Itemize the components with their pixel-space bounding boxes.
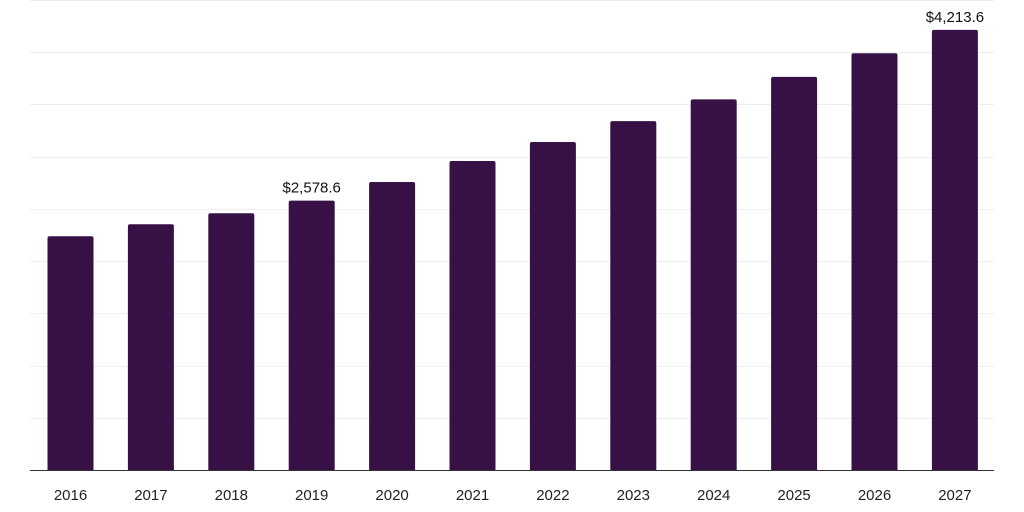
x-tick-label: 2024 (697, 487, 730, 504)
x-tick-label: 2018 (215, 487, 248, 504)
x-tick-label: 2022 (536, 487, 569, 504)
x-tick-label: 2020 (375, 487, 408, 504)
data-labels: $2,578.6 $4,213.6 (283, 9, 985, 197)
data-label: $2,578.6 (283, 180, 341, 197)
bar-2026 (851, 53, 898, 471)
bar-2019 (288, 200, 335, 470)
bar-2023 (610, 121, 657, 471)
x-tick-label: 2027 (938, 487, 971, 504)
bar-2027 (931, 29, 978, 470)
x-tick-label: 2023 (617, 487, 650, 504)
bar-2020 (369, 181, 416, 471)
bar-2017 (127, 224, 174, 470)
x-tick-label: 2021 (456, 487, 489, 504)
x-tick-label: 2016 (54, 487, 87, 504)
bar-2025 (771, 76, 818, 471)
x-tick-label: 2019 (295, 487, 328, 504)
gridlines (30, 0, 994, 419)
x-axis-tick-labels: 2016 2017 2018 2019 2020 2021 2022 2023 2024 2025… (54, 487, 972, 504)
bar-2022 (529, 142, 576, 471)
bar-2018 (208, 213, 255, 470)
data-label: $4,213.6 (926, 9, 984, 26)
x-tick-label: 2017 (134, 487, 167, 504)
x-tick-label: 2025 (777, 487, 810, 504)
bars (47, 29, 978, 471)
bar-2024 (690, 99, 737, 470)
bar-2021 (449, 161, 496, 470)
x-tick-label: 2026 (858, 487, 891, 504)
bar-2016 (47, 236, 94, 470)
